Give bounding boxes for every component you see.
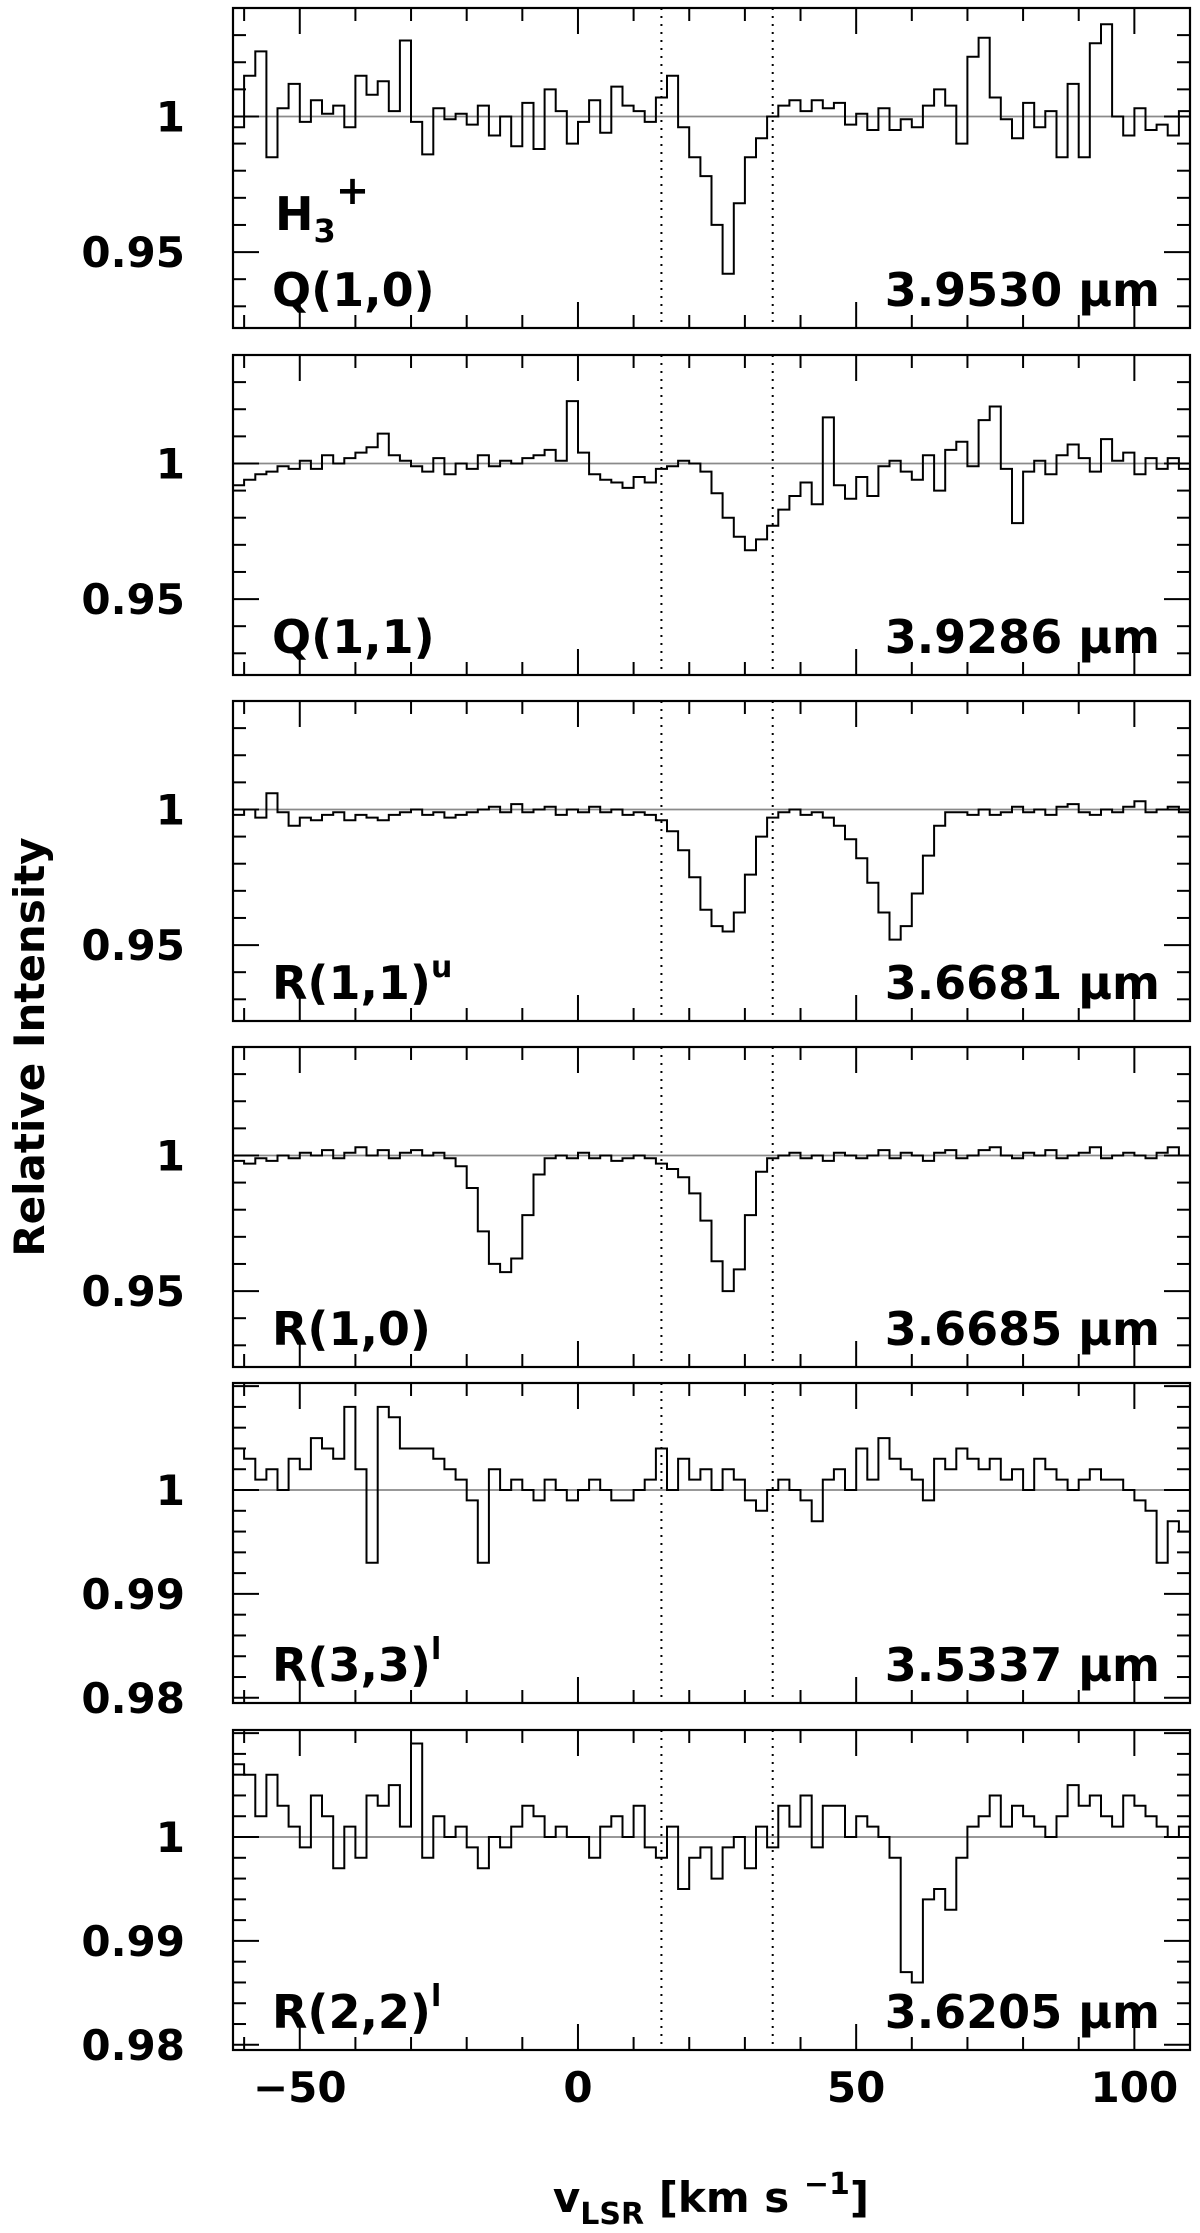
panel-5: 1 0.99 0.98 R(3,3)l 3.5337 μm [81, 1381, 1192, 1723]
y-tick-label: 1 [156, 1131, 185, 1180]
x-axis-unit: [km s [644, 2173, 804, 2222]
transition-text: R(2,2) [272, 1985, 431, 2039]
species-superscript: + [336, 168, 370, 214]
transition-superscript: l [431, 1632, 441, 1667]
wavelength-label: 3.6685 μm [885, 1302, 1160, 1356]
transition-label: Q(1,1) [272, 610, 435, 664]
wavelength-label: 3.9530 μm [885, 263, 1160, 317]
panel-4: 1 0.95 R(1,0) 3.6685 μm [81, 1045, 1192, 1369]
y-tick-label: 0.95 [81, 228, 185, 277]
y-tick-label: 0.98 [81, 1674, 185, 1723]
species-subscript: 3 [314, 212, 336, 250]
x-axis-unit-close: ] [850, 2173, 869, 2222]
transition-label: R(1,0) [272, 1302, 431, 1356]
transition-label: Q(1,0) [272, 263, 435, 317]
y-tick-label: 1 [156, 439, 185, 488]
spectrum-trace [233, 792, 1190, 941]
x-tick-label: 0 [563, 2063, 592, 2112]
y-tick-label: 0.99 [81, 1917, 185, 1966]
panel-frame [231, 1728, 1192, 2052]
transition-text: R(1,0) [272, 1302, 431, 1356]
x-axis-symbol: v [553, 2173, 580, 2222]
y-tick-label: 1 [156, 1466, 185, 1515]
panel-frame [231, 353, 1192, 677]
wavelength-label: 3.6681 μm [885, 956, 1160, 1010]
panel-frame [231, 699, 1192, 1023]
transition-text: Q(1,1) [272, 610, 435, 664]
panel-3: 1 0.95 R(1,1)u 3.6681 μm [81, 699, 1192, 1023]
x-axis-title: vLSR [km s −1] [553, 2167, 869, 2232]
transition-label: R(3,3)l [272, 1632, 441, 1692]
species-text: H [275, 187, 314, 241]
wavelength-label: 3.5337 μm [885, 1638, 1160, 1692]
y-tick-label: 0.98 [81, 2021, 185, 2070]
panel-frame [231, 6, 1192, 330]
transition-text: R(3,3) [272, 1638, 431, 1692]
transition-label: R(2,2)l [272, 1979, 441, 2039]
wavelength-label: 3.9286 μm [885, 610, 1160, 664]
y-axis-title: Relative Intensity [5, 837, 54, 1256]
x-axis-unit-exponent: −1 [804, 2167, 850, 2202]
transition-superscript: u [431, 950, 452, 985]
panel-6: 1 0.99 0.98 R(2,2)l 3.6205 μm [81, 1728, 1192, 2070]
y-tick-label: 1 [156, 1813, 185, 1862]
spectrum-trace [233, 23, 1190, 275]
species-label: H3+ [275, 168, 369, 250]
panel-1: 1 0.95 H3+ Q(1,0) 3.9530 μm [81, 6, 1192, 330]
spectrum-trace [233, 1146, 1190, 1293]
panel-frame [231, 1045, 1192, 1369]
transition-text: Q(1,0) [272, 263, 435, 317]
spectrum-trace [233, 1405, 1190, 1564]
y-tick-label: 0.95 [81, 1267, 185, 1316]
transition-superscript: l [431, 1979, 441, 2014]
transition-text: R(1,1) [272, 956, 431, 1010]
y-tick-label: 0.99 [81, 1570, 185, 1619]
x-tick-label: −50 [253, 2063, 347, 2112]
y-tick-label: 0.95 [81, 575, 185, 624]
spectrum-trace [233, 400, 1190, 552]
wavelength-label: 3.6205 μm [885, 1985, 1160, 2039]
panel-frame [231, 1381, 1192, 1705]
x-tick-label: 50 [827, 2063, 885, 2112]
y-tick-label: 1 [156, 785, 185, 834]
y-tick-label: 0.95 [81, 921, 185, 970]
x-axis-subscript: LSR [580, 2197, 644, 2232]
y-tick-label: 1 [156, 92, 185, 141]
transition-label: R(1,1)u [272, 950, 452, 1010]
spectrum-trace [233, 1742, 1190, 1984]
panel-2: 1 0.95 Q(1,1) 3.9286 μm [81, 353, 1192, 677]
x-tick-label: 100 [1091, 2063, 1179, 2112]
